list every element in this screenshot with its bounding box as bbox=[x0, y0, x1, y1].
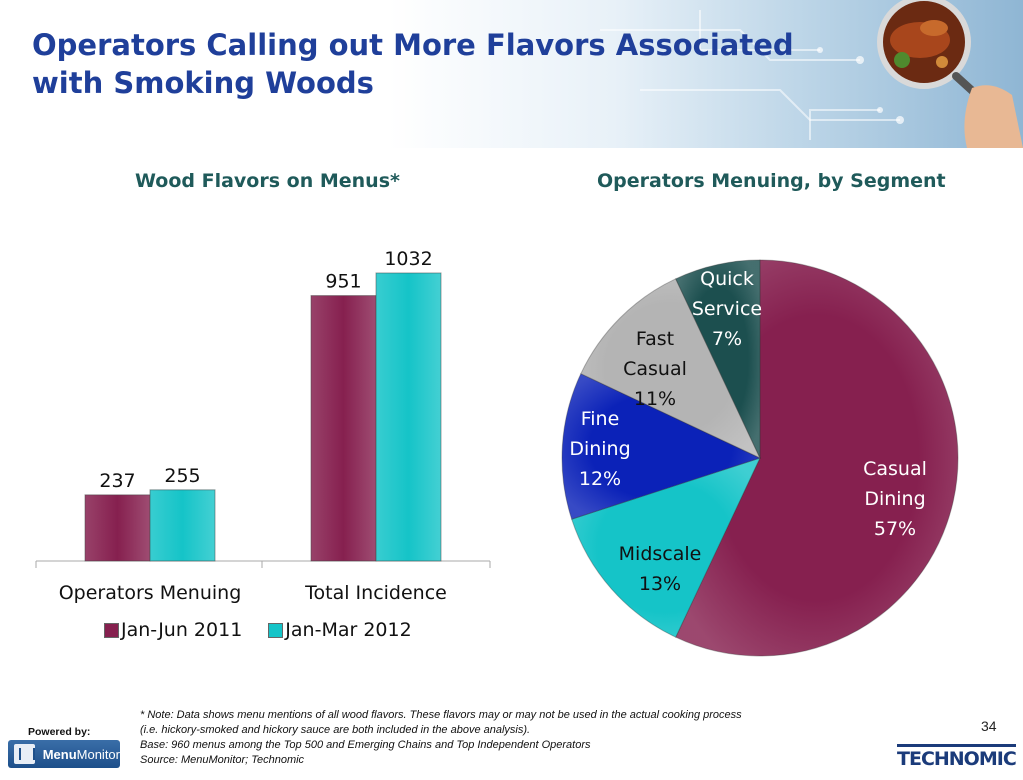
powered-by-label: Powered by: bbox=[28, 726, 91, 738]
legend-label: Jan-Jun 2011 bbox=[121, 619, 243, 641]
bar-chart: 237 951 255 1032 Operators Menuing Total Inci… bbox=[35, 248, 491, 604]
bar bbox=[375, 272, 442, 562]
x-tick-label: Operators Menuing bbox=[59, 582, 242, 604]
menumonitor-logo: MenuMonitor bbox=[8, 740, 120, 768]
pie-slice bbox=[561, 373, 762, 520]
bar-value-label: 255 bbox=[164, 465, 200, 487]
bar bbox=[84, 494, 151, 562]
pie-slice bbox=[571, 457, 761, 638]
pie-slice-label: Fast Casual 11% bbox=[623, 328, 687, 410]
pie-chart: Casual Dining 57% Midscale 13% Fine Dining 12%F… bbox=[561, 259, 959, 657]
legend-label: Jan-Mar 2012 bbox=[285, 619, 412, 641]
legend-swatch bbox=[268, 622, 284, 638]
bar-chart-title: Wood Flavors on Menus* bbox=[135, 170, 400, 192]
pie-slice-label: Casual Dining 57% bbox=[863, 458, 927, 540]
footnote-line: Base: 960 menus among the Top 500 and Em… bbox=[140, 739, 591, 751]
menu-book-icon bbox=[14, 744, 35, 764]
pie-slice-label: Fine Dining 12% bbox=[569, 408, 630, 490]
menumonitor-logo-text: MenuMonitor bbox=[42, 746, 120, 762]
bar-legend: Jan-Jun 2011 Jan-Mar 2012 bbox=[104, 619, 412, 641]
footnote: * Note: Data shows menu mentions of all … bbox=[140, 708, 860, 768]
legend-swatch bbox=[104, 622, 119, 638]
page-title: Operators Calling out More Flavors Assoc… bbox=[32, 28, 794, 100]
pie-slice bbox=[580, 278, 762, 460]
pie-slice-label: Quick Service 7% bbox=[692, 268, 762, 350]
footnote-line: (i.e. hickory-smoked and hickory sauce a… bbox=[140, 724, 531, 736]
footnote-line: Source: MenuMonitor; Technomic bbox=[140, 754, 305, 766]
bar-value-label: 951 bbox=[325, 271, 361, 293]
bar bbox=[149, 489, 216, 562]
pie-slice bbox=[675, 259, 761, 459]
x-tick-label: Total Incidence bbox=[304, 582, 447, 604]
page-number: 34 bbox=[981, 718, 997, 734]
magnifier-food-image bbox=[877, 0, 1023, 148]
technomic-logo: TECHNOMIC bbox=[897, 744, 1017, 769]
legend-item-series-1: Jan-Jun 2011 bbox=[104, 619, 242, 641]
bar-value-label: 237 bbox=[99, 470, 135, 492]
pie-slice bbox=[675, 259, 959, 657]
pie-slice-label: Midscale 13% bbox=[619, 543, 702, 595]
legend-item-series-2: Jan-Mar 2012 bbox=[268, 619, 412, 641]
bar bbox=[310, 295, 377, 562]
pie-chart-title: Operators Menuing, by Segment bbox=[597, 170, 946, 192]
bar-value-label: 1032 bbox=[384, 248, 432, 270]
footnote-line: * Note: Data shows menu mentions of all … bbox=[140, 709, 742, 721]
circuit-decoration bbox=[600, 10, 904, 140]
header-background bbox=[0, 0, 1023, 148]
